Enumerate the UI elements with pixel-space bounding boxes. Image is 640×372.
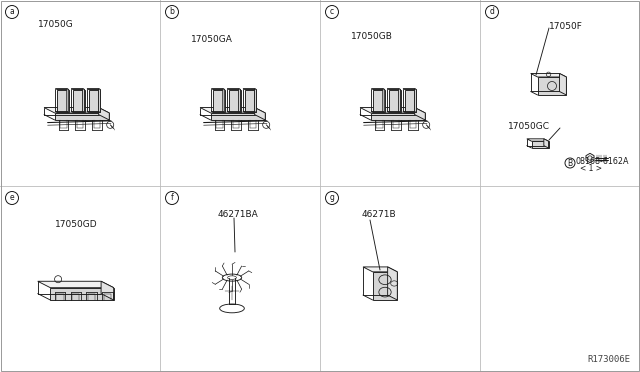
Text: 17050GA: 17050GA [191, 35, 233, 44]
Polygon shape [73, 90, 84, 112]
Polygon shape [544, 139, 548, 148]
Polygon shape [527, 139, 548, 141]
Polygon shape [51, 288, 114, 300]
Polygon shape [44, 108, 109, 113]
Text: 46271BA: 46271BA [218, 210, 259, 219]
Polygon shape [371, 113, 425, 120]
Polygon shape [211, 89, 225, 90]
Text: 17050F: 17050F [549, 22, 583, 31]
Polygon shape [399, 89, 401, 112]
Polygon shape [388, 267, 397, 300]
Polygon shape [227, 89, 241, 90]
Polygon shape [373, 90, 385, 112]
Text: 17050GC: 17050GC [508, 122, 550, 131]
Polygon shape [360, 108, 425, 113]
Text: < 1 >: < 1 > [580, 164, 602, 173]
Polygon shape [383, 89, 385, 112]
Polygon shape [255, 89, 257, 112]
Polygon shape [415, 108, 425, 120]
Text: 17050GB: 17050GB [351, 32, 393, 41]
Polygon shape [403, 89, 417, 90]
Polygon shape [415, 89, 417, 112]
Text: c: c [330, 7, 334, 16]
Polygon shape [243, 89, 257, 90]
Polygon shape [99, 89, 100, 112]
Polygon shape [87, 89, 100, 90]
Polygon shape [239, 89, 241, 112]
Polygon shape [71, 89, 84, 90]
Text: R173006E: R173006E [587, 355, 630, 364]
Polygon shape [101, 281, 114, 300]
Polygon shape [83, 89, 84, 112]
Polygon shape [55, 113, 109, 120]
Polygon shape [371, 89, 385, 90]
Polygon shape [55, 89, 68, 90]
Polygon shape [559, 74, 566, 95]
Text: d: d [490, 7, 495, 16]
Polygon shape [211, 113, 265, 120]
Polygon shape [586, 153, 594, 163]
Polygon shape [255, 108, 265, 120]
Polygon shape [405, 90, 417, 112]
Polygon shape [223, 89, 225, 112]
Text: f: f [171, 193, 173, 202]
Polygon shape [363, 267, 397, 272]
Text: 46271B: 46271B [362, 210, 397, 219]
Polygon shape [245, 90, 257, 112]
Polygon shape [389, 90, 401, 112]
Polygon shape [229, 90, 241, 112]
Text: a: a [10, 7, 14, 16]
Polygon shape [67, 89, 68, 112]
Polygon shape [372, 272, 397, 300]
Text: b: b [170, 7, 175, 16]
Text: g: g [330, 193, 335, 202]
Polygon shape [387, 89, 401, 90]
Polygon shape [538, 77, 566, 95]
Polygon shape [57, 90, 68, 112]
Text: e: e [10, 193, 14, 202]
Polygon shape [531, 141, 548, 148]
Polygon shape [99, 108, 109, 120]
Polygon shape [213, 90, 225, 112]
Text: 17050GD: 17050GD [55, 220, 98, 229]
Polygon shape [200, 108, 265, 113]
Polygon shape [531, 74, 566, 77]
Polygon shape [89, 90, 100, 112]
Text: 08168-6162A: 08168-6162A [576, 157, 630, 166]
Text: 17050G: 17050G [38, 20, 74, 29]
Polygon shape [38, 281, 114, 288]
Text: B: B [568, 158, 573, 167]
